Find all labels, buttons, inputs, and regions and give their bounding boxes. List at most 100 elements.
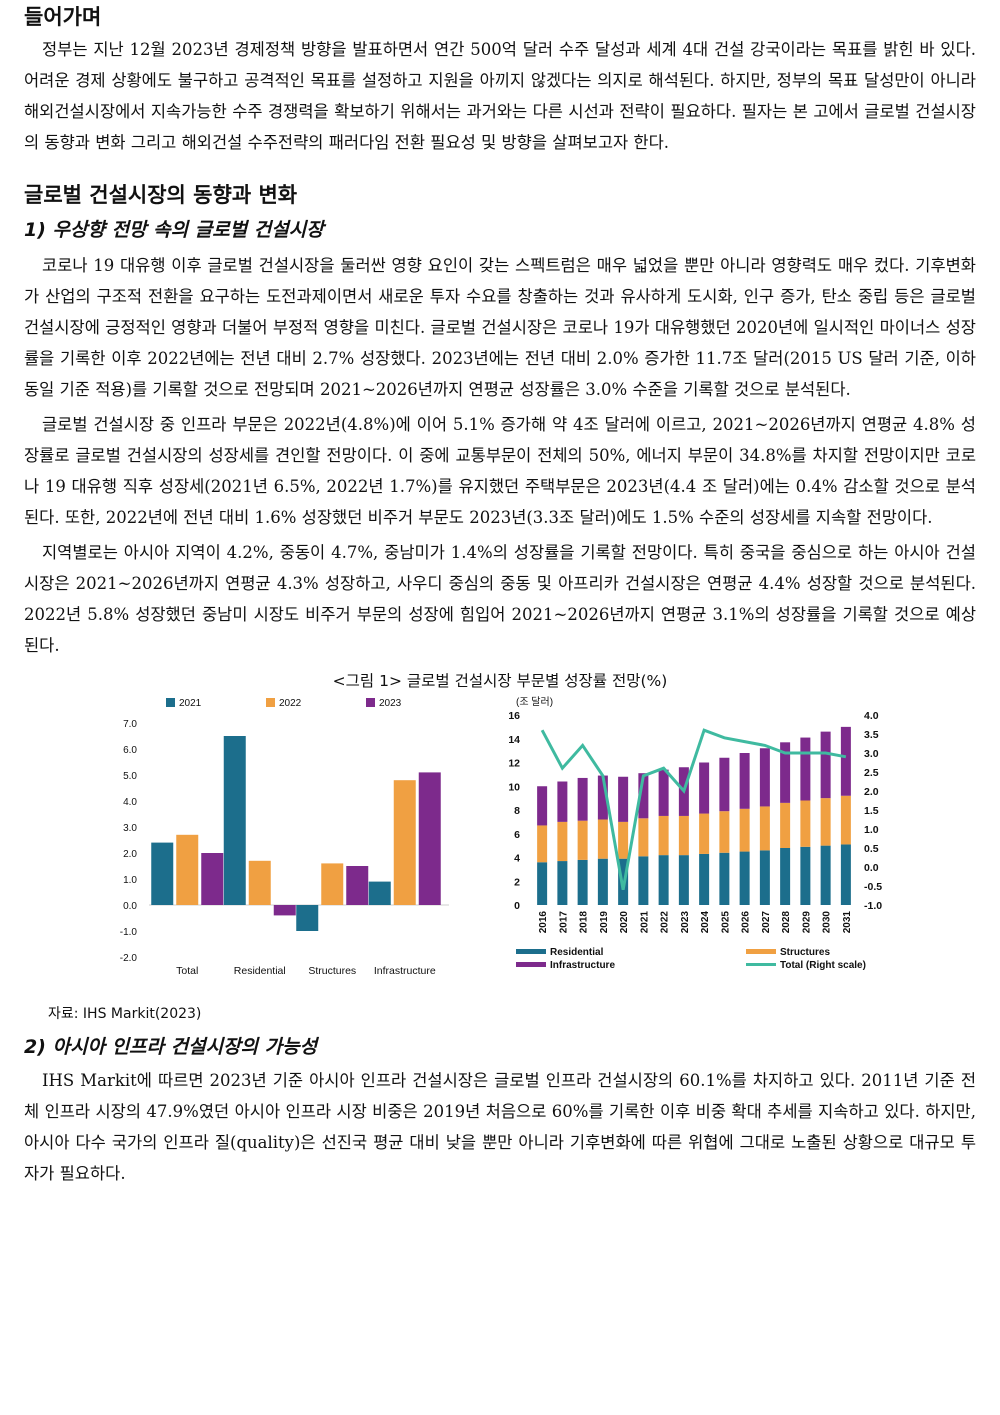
y2-tick-label: 1.5 xyxy=(864,805,879,817)
x-tick-label: 2027 xyxy=(761,911,772,934)
sub2-paragraph-1: IHS Markit에 따르면 2023년 기준 아시아 인프라 건설시장은 글… xyxy=(24,1071,976,1183)
bar-structures-2023 xyxy=(346,866,369,905)
legend-label: Residential xyxy=(550,947,604,958)
y-tick-label: 5.0 xyxy=(123,771,137,782)
legend-label: Total (Right scale) xyxy=(780,960,866,971)
bar-2025-infrastructure xyxy=(719,757,730,812)
x-tick-label: 2025 xyxy=(720,911,731,934)
y-axis-label: (조 달러) xyxy=(516,696,553,708)
bar-2028-structures xyxy=(780,802,791,848)
legend-swatch-2021 xyxy=(166,698,175,707)
y2-tick-label: 2.5 xyxy=(864,767,879,779)
legend-label-2021: 2021 xyxy=(179,698,202,709)
legend-label-2022: 2022 xyxy=(279,698,302,709)
bar-2026-infrastructure xyxy=(739,753,750,809)
bar-2018-residential xyxy=(577,859,588,905)
y2-tick-label: 3.0 xyxy=(864,748,879,760)
legend-label-2023: 2023 xyxy=(379,698,402,709)
sub2-heading: 2) 아시아 인프라 건설시장의 가능성 xyxy=(24,1036,318,1058)
figure-source: 자료: IHS Markit(2023) xyxy=(48,1006,202,1022)
legend-label: Infrastructure xyxy=(550,960,615,971)
bar-structures-2021 xyxy=(296,905,319,931)
bar-2017-structures xyxy=(557,821,568,862)
y-tick-label: 16 xyxy=(508,710,520,722)
legend-swatch-2022 xyxy=(266,698,275,707)
y-tick-label: 1.0 xyxy=(123,875,137,886)
bar-2022-structures xyxy=(658,815,669,856)
y2-tick-label: 0.0 xyxy=(864,862,879,874)
bar-2021-residential xyxy=(638,856,649,905)
legend-swatch xyxy=(516,962,546,967)
x-tick-label: 2028 xyxy=(781,911,792,934)
bar-2022-infrastructure xyxy=(658,769,669,816)
bar-2020-infrastructure xyxy=(618,776,629,822)
sub1-paragraph-1: 코로나 19 대유행 이후 글로벌 건설시장을 둘러싼 영향 요인이 갖는 스펙… xyxy=(24,256,976,399)
sub1-heading: 1) 우상향 전망 속의 글로벌 건설시장 xyxy=(24,219,324,241)
x-tick-label: Residential xyxy=(234,965,286,977)
bar-2023-residential xyxy=(678,855,689,905)
bar-2016-residential xyxy=(537,862,548,905)
x-tick-label: 2029 xyxy=(801,911,812,934)
bar-total-2023 xyxy=(201,853,224,905)
y-tick-label: 0.0 xyxy=(123,901,137,912)
y-tick-label: 0 xyxy=(514,900,520,912)
y2-tick-label: 3.5 xyxy=(864,729,879,741)
y-tick-label: -2.0 xyxy=(120,953,138,964)
trend-heading: 글로벌 건설시장의 동향과 변화 xyxy=(24,183,298,207)
bar-residential-2023 xyxy=(273,905,296,916)
intro-paragraph: 정부는 지난 12월 2023년 경제정책 방향을 발표하면서 연간 500억 … xyxy=(24,40,976,152)
bar-2025-residential xyxy=(719,852,730,905)
bar-2024-residential xyxy=(699,853,710,905)
bar-2025-structures xyxy=(719,811,730,853)
figure: 2021 2022 2023 7.0 6.0 5.0 4.0 3.0 2.0 1.0 0.0 -1.0… xyxy=(24,695,976,1003)
bar-2031-structures xyxy=(840,795,851,845)
y-tick-label: 14 xyxy=(508,734,520,746)
x-tick-label: 2030 xyxy=(822,911,833,934)
y2-tick-label: -1.0 xyxy=(864,900,882,912)
bar-2027-infrastructure xyxy=(759,748,770,807)
bar-total-2021 xyxy=(151,842,174,905)
bar-2016-structures xyxy=(537,825,548,863)
legend-swatch-2023 xyxy=(366,698,375,707)
bar-2017-infrastructure xyxy=(557,781,568,822)
y2-tick-label: -0.5 xyxy=(864,881,882,893)
bar-structures-2022 xyxy=(321,863,344,905)
bar-2031-residential xyxy=(840,844,851,905)
y2-tick-label: 4.0 xyxy=(864,710,879,722)
x-tick-label: Structures xyxy=(308,965,356,977)
bar-infrastructure-2022 xyxy=(393,780,416,905)
bar-infrastructure-2023 xyxy=(418,772,441,905)
bar-2028-infrastructure xyxy=(780,742,791,803)
bar-2026-structures xyxy=(739,808,750,852)
bar-2018-structures xyxy=(577,820,588,860)
figure-caption: <그림 1> 글로벌 건설시장 부문별 성장률 전망(%) xyxy=(332,672,668,690)
y-tick-label: 6.0 xyxy=(123,745,137,756)
bar-2030-structures xyxy=(820,798,831,846)
x-tick-label: 2022 xyxy=(660,911,671,934)
bar-2016-infrastructure xyxy=(537,786,548,826)
bar-2030-residential xyxy=(820,845,831,905)
bar-2019-structures xyxy=(597,819,608,859)
x-tick-label: 2016 xyxy=(538,911,549,934)
y-tick-label: 8 xyxy=(514,805,520,817)
bar-2018-infrastructure xyxy=(577,777,588,821)
y-tick-label: 2.0 xyxy=(123,849,137,860)
bar-2024-structures xyxy=(699,813,710,854)
y-tick-label: 6 xyxy=(514,829,520,841)
x-tick-label: 2023 xyxy=(680,911,691,934)
x-tick-label: 2021 xyxy=(639,911,650,934)
y-tick-label: 10 xyxy=(508,781,520,793)
y-tick-label: 12 xyxy=(508,758,520,770)
x-tick-label: 2031 xyxy=(842,911,853,934)
bar-2031-infrastructure xyxy=(840,726,851,796)
x-tick-label: 2019 xyxy=(599,911,610,934)
y-tick-label: 4.0 xyxy=(123,797,137,808)
bar-2029-residential xyxy=(800,846,811,905)
y2-tick-label: 2.0 xyxy=(864,786,879,798)
bar-2029-structures xyxy=(800,800,811,847)
y-tick-label: 3.0 xyxy=(123,823,137,834)
x-tick-label: 2024 xyxy=(700,911,711,934)
x-tick-label: 2017 xyxy=(558,911,569,934)
bar-2021-infrastructure xyxy=(638,773,649,819)
legend-label: Structures xyxy=(780,947,830,958)
